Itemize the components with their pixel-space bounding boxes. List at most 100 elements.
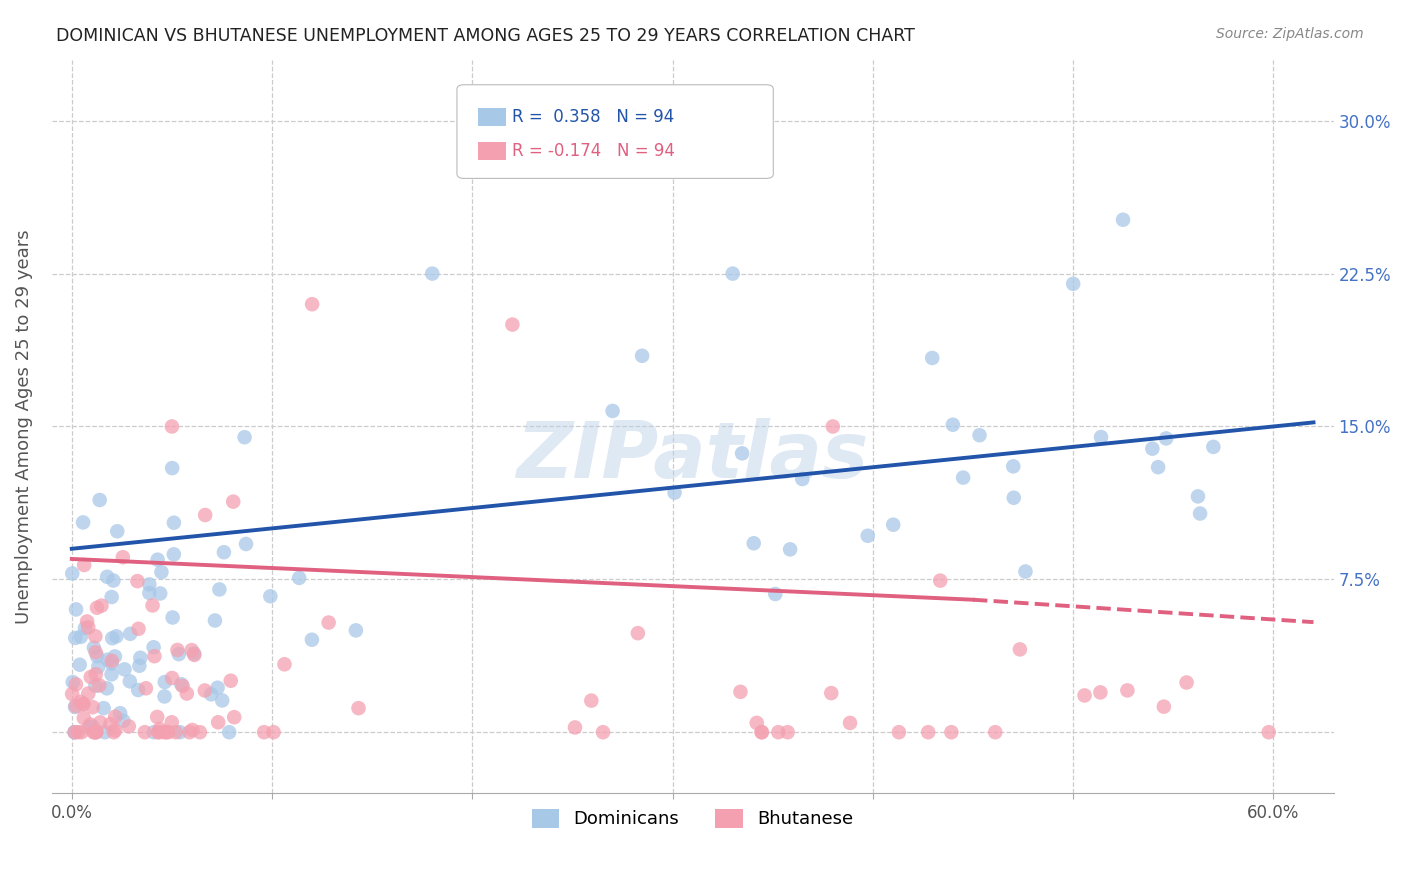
- Point: [138, 586, 160, 600]
- Point: [420, 267, 443, 281]
- Point: [101, 657, 124, 671]
- Point: [160, 671, 183, 685]
- Point: [103, 725, 125, 739]
- Point: [63, 725, 86, 739]
- Point: [89, 678, 111, 692]
- Text: DOMINICAN VS BHUTANESE UNEMPLOYMENT AMONG AGES 25 TO 29 YEARS CORRELATION CHART: DOMINICAN VS BHUTANESE UNEMPLOYMENT AMON…: [56, 27, 915, 45]
- Point: [114, 662, 136, 676]
- Point: [179, 725, 201, 739]
- Point: [69, 695, 91, 709]
- Text: R = -0.174   N = 94: R = -0.174 N = 94: [512, 142, 675, 160]
- Point: [72, 697, 94, 711]
- Point: [153, 675, 176, 690]
- Point: [142, 599, 165, 613]
- Point: [183, 647, 205, 661]
- Point: [105, 629, 128, 643]
- Point: [776, 725, 799, 739]
- Point: [212, 545, 235, 559]
- Point: [856, 529, 879, 543]
- Point: [146, 725, 169, 739]
- Point: [149, 586, 172, 600]
- Point: [167, 647, 190, 661]
- Point: [84, 725, 107, 739]
- Point: [792, 472, 814, 486]
- Point: [627, 626, 650, 640]
- Point: [1147, 460, 1170, 475]
- Point: [347, 701, 370, 715]
- Point: [73, 558, 96, 572]
- Point: [146, 710, 169, 724]
- Point: [134, 725, 156, 739]
- Point: [128, 622, 150, 636]
- Point: [153, 725, 176, 739]
- Point: [218, 725, 240, 739]
- Point: [162, 610, 184, 624]
- Point: [84, 667, 107, 681]
- Point: [77, 620, 100, 634]
- Point: [84, 629, 107, 643]
- Point: [1154, 431, 1177, 445]
- Point: [952, 470, 974, 484]
- Point: [941, 725, 963, 739]
- Point: [194, 508, 217, 522]
- Text: Source: ZipAtlas.com: Source: ZipAtlas.com: [1216, 27, 1364, 41]
- Point: [100, 717, 122, 731]
- Point: [169, 725, 191, 739]
- Point: [82, 725, 104, 739]
- Point: [143, 649, 166, 664]
- Point: [83, 640, 105, 655]
- Point: [200, 687, 222, 701]
- Point: [921, 351, 943, 365]
- Point: [84, 725, 107, 739]
- Point: [664, 485, 686, 500]
- Point: [1187, 489, 1209, 503]
- Point: [89, 715, 111, 730]
- Point: [142, 725, 165, 739]
- Point: [86, 724, 108, 739]
- Point: [148, 725, 170, 739]
- Point: [1153, 699, 1175, 714]
- Point: [581, 693, 603, 707]
- Point: [63, 725, 86, 739]
- Point: [1189, 507, 1212, 521]
- Point: [1073, 689, 1095, 703]
- Point: [155, 725, 177, 739]
- Point: [1112, 212, 1135, 227]
- Point: [128, 658, 150, 673]
- Point: [172, 679, 194, 693]
- Point: [118, 674, 141, 689]
- Point: [65, 602, 87, 616]
- Point: [165, 725, 187, 739]
- Point: [127, 683, 149, 698]
- Point: [602, 404, 624, 418]
- Point: [969, 428, 991, 442]
- Point: [73, 621, 96, 635]
- Legend: Dominicans, Bhutanese: Dominicans, Bhutanese: [524, 802, 860, 836]
- Point: [63, 699, 86, 714]
- Point: [149, 722, 172, 736]
- Point: [160, 715, 183, 730]
- Point: [882, 517, 904, 532]
- Point: [104, 723, 127, 738]
- Point: [1062, 277, 1084, 291]
- Point: [751, 725, 773, 739]
- Point: [1202, 440, 1225, 454]
- Point: [60, 566, 83, 581]
- Point: [63, 725, 86, 739]
- Y-axis label: Unemployment Among Ages 25 to 29 years: Unemployment Among Ages 25 to 29 years: [15, 229, 32, 624]
- Point: [79, 717, 101, 731]
- Point: [211, 693, 233, 707]
- Point: [235, 537, 257, 551]
- Point: [204, 614, 226, 628]
- Point: [208, 582, 231, 597]
- Point: [135, 681, 157, 696]
- Point: [86, 600, 108, 615]
- Point: [100, 667, 122, 681]
- Point: [742, 536, 765, 550]
- Point: [65, 631, 87, 645]
- Text: ZIPatlas: ZIPatlas: [516, 417, 869, 494]
- Point: [631, 349, 654, 363]
- Point: [104, 649, 127, 664]
- Point: [820, 686, 842, 700]
- Point: [93, 701, 115, 715]
